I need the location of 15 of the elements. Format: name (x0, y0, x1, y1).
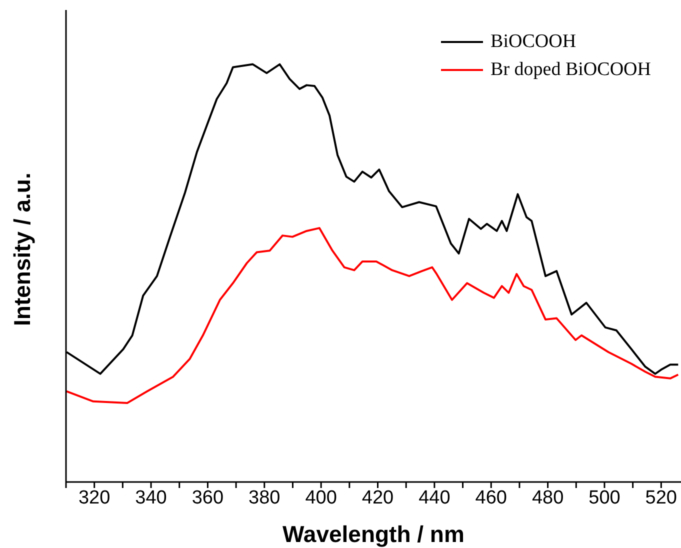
y-axis-title: Intensity / a.u. (9, 172, 36, 326)
x-tick-label: 320 (78, 487, 110, 508)
legend-label: Br doped BiOCOOH (490, 58, 651, 82)
x-axis-title: Wavelength / nm (282, 521, 464, 547)
x-tick-label: 460 (475, 487, 507, 508)
x-tick-label: 420 (362, 487, 394, 508)
legend-label: BiOCOOH (490, 30, 576, 54)
x-tick-label: 520 (645, 487, 678, 508)
x-tick-label: 340 (135, 487, 167, 508)
x-tick-label: 440 (418, 487, 450, 508)
x-tick-label: 480 (532, 487, 564, 508)
x-tick-label: 360 (192, 487, 224, 508)
x-tick-label: 500 (588, 487, 620, 508)
x-tick-label: 400 (305, 487, 337, 508)
x-tick-label: 380 (248, 487, 280, 508)
